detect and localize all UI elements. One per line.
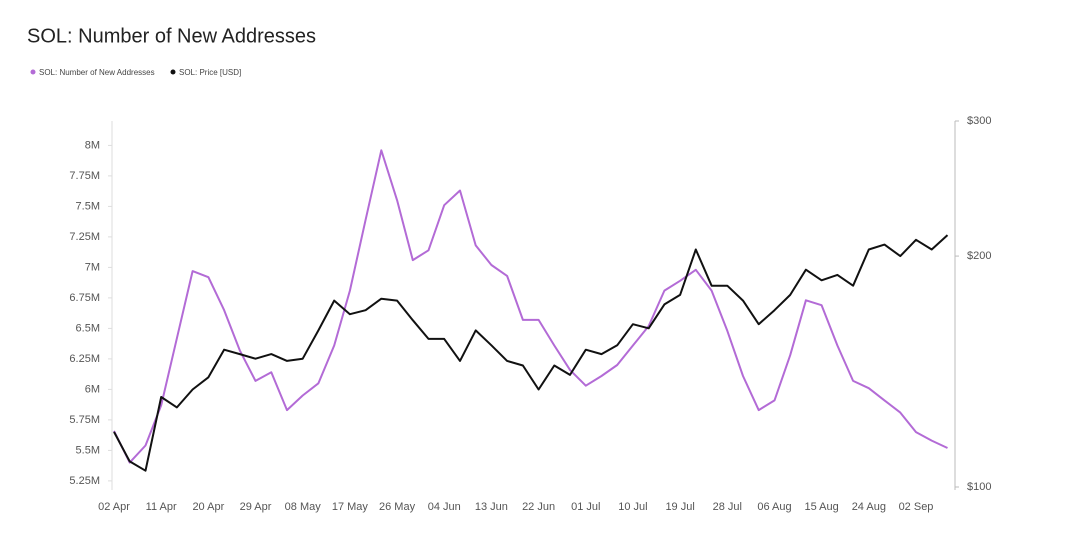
x-tick-label: 24 Aug — [852, 501, 886, 513]
x-tick-label: 13 Jun — [475, 501, 508, 513]
chart-title: SOL: Number of New Addresses — [27, 25, 316, 47]
x-tick-label: 02 Sep — [899, 501, 934, 513]
y-tick-label: 7.25M — [69, 231, 100, 243]
y2-tick-label: $200 — [967, 250, 991, 262]
y-tick-label: 6.5M — [76, 322, 100, 334]
x-tick-label: 19 Jul — [665, 501, 694, 513]
y2-tick-label: $100 — [967, 481, 991, 493]
x-tick-label: 15 Aug — [805, 501, 839, 513]
y-tick-label: 6.75M — [69, 292, 100, 304]
line-series — [113, 234, 949, 472]
y-tick-label: 7M — [85, 261, 100, 273]
x-tick-label: 28 Jul — [713, 501, 742, 513]
line-series — [113, 149, 948, 464]
y-tick-label: 8M — [85, 139, 100, 151]
y-tick-label: 7.5M — [76, 200, 100, 212]
x-tick-label: 04 Jun — [428, 501, 461, 513]
x-tick-label: 06 Aug — [757, 501, 791, 513]
x-tick-label: 17 May — [332, 501, 369, 513]
legend-swatch — [170, 69, 176, 75]
y-tick-label: 6.25M — [69, 353, 100, 365]
legend-swatch — [30, 69, 36, 75]
x-tick-label: 02 Apr — [98, 501, 130, 513]
x-tick-label: 10 Jul — [618, 501, 647, 513]
y-tick-label: 7.75M — [69, 170, 100, 182]
x-tick-label: 22 Jun — [522, 501, 555, 513]
x-tick-label: 26 May — [379, 501, 416, 513]
x-tick-label: 11 Apr — [146, 501, 177, 513]
y2-tick-label: $300 — [967, 115, 991, 127]
legend-label: SOL: Number of New Addresses — [39, 68, 155, 77]
x-tick-label: 08 May — [285, 501, 322, 513]
y-tick-label: 5.5M — [76, 444, 100, 456]
x-tick-label: 20 Apr — [192, 501, 224, 513]
y-tick-label: 5.75M — [69, 414, 100, 426]
x-tick-label: 01 Jul — [571, 501, 600, 513]
y-tick-label: 6M — [85, 383, 100, 395]
legend-label: SOL: Price [USD] — [179, 68, 241, 77]
x-tick-label: 29 Apr — [240, 501, 272, 513]
y-tick-label: 5.25M — [69, 475, 100, 487]
